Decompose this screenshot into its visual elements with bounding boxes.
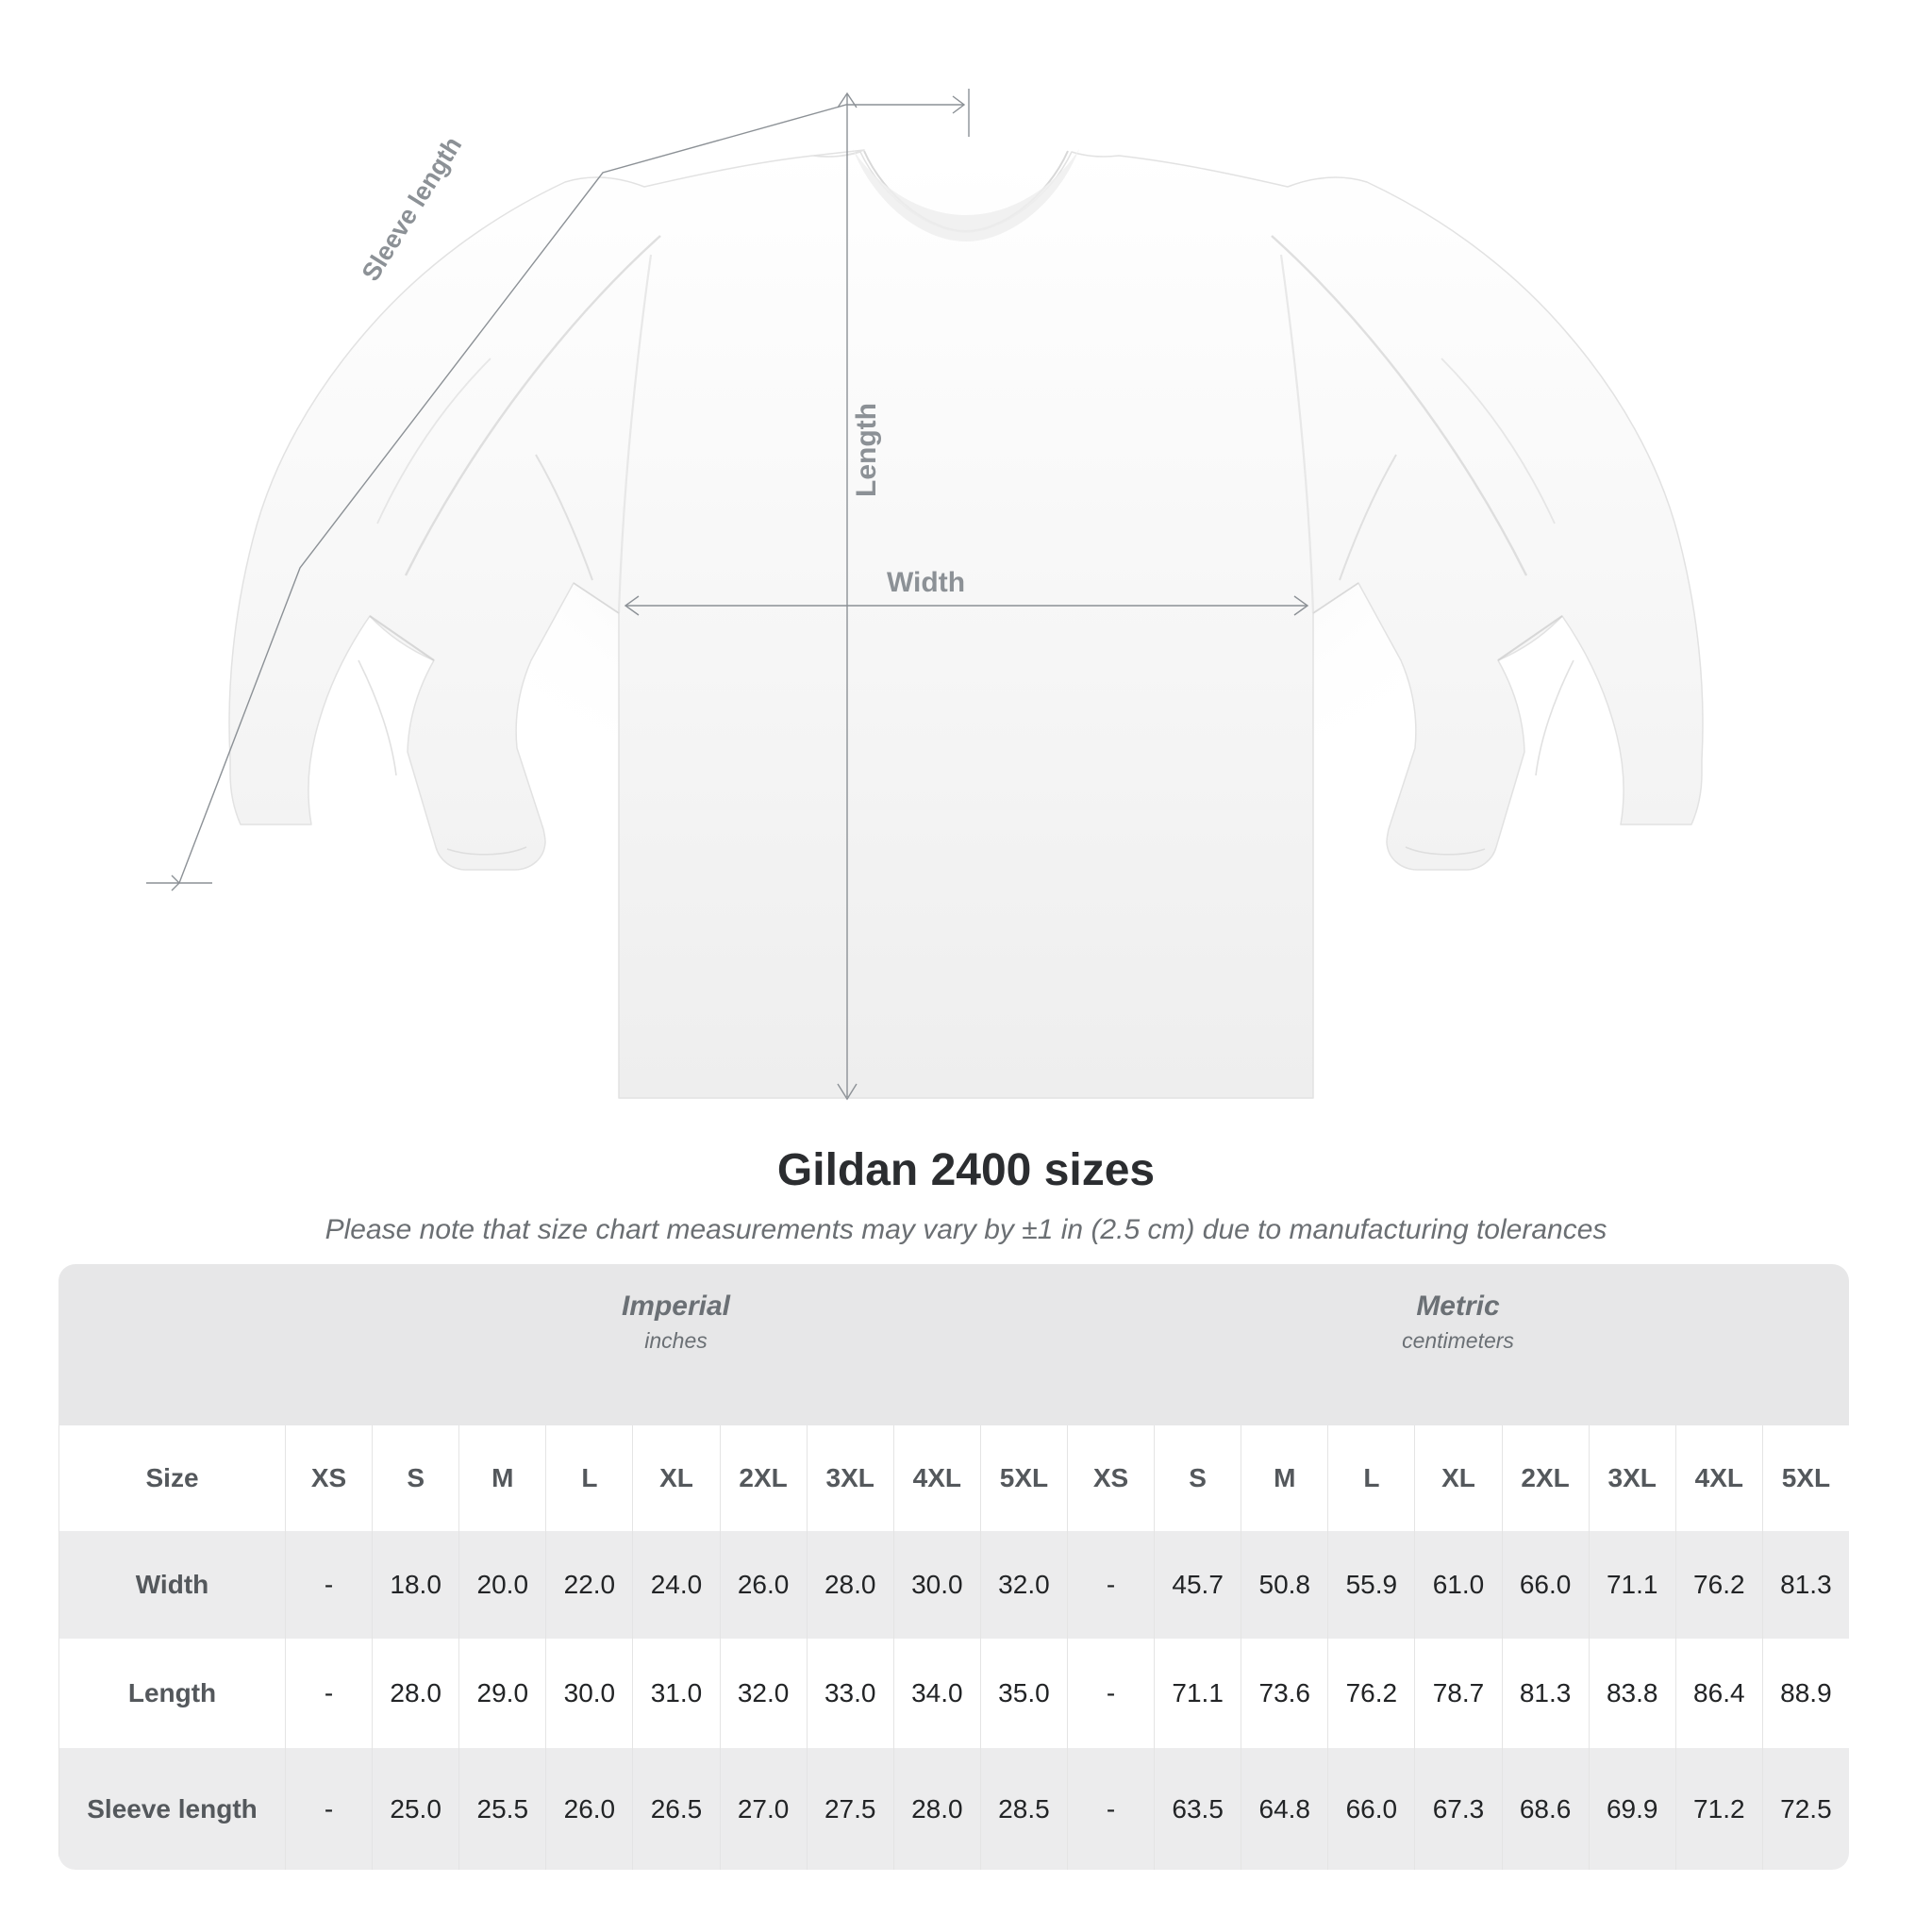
svg-text:Width: Width xyxy=(887,567,965,598)
svg-text:Length: Length xyxy=(851,403,882,497)
